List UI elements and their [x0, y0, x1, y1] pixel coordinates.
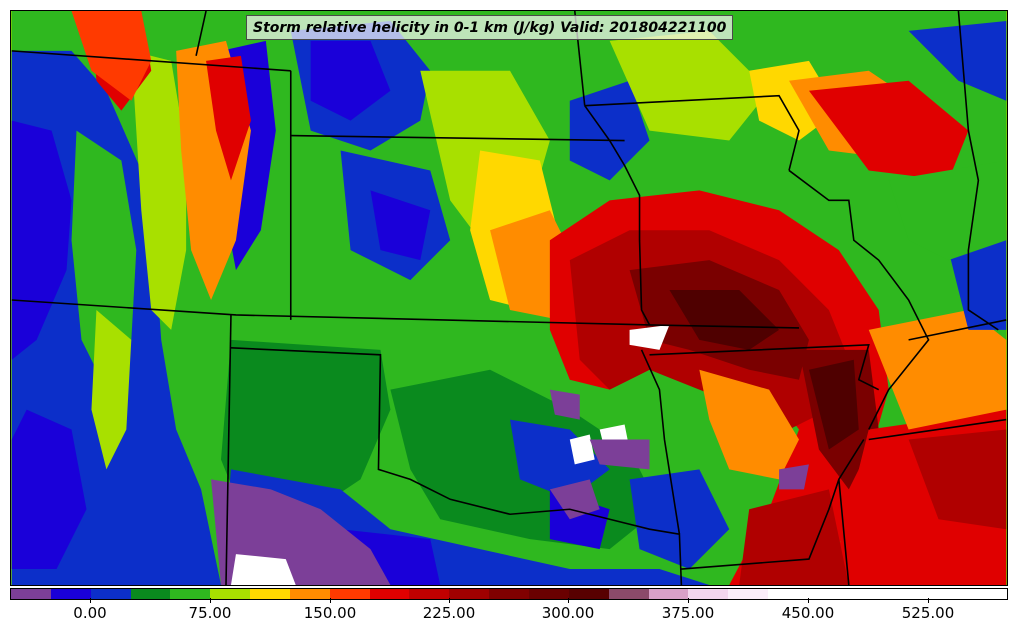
- south-deep-blue: [330, 489, 610, 585]
- boundary-line: [584, 105, 651, 326]
- west-deep-blue-patches: [11, 40, 276, 570]
- colorbar-swatch: [449, 589, 490, 599]
- colorbar-swatch: [847, 589, 888, 599]
- southwest-purple: [211, 479, 600, 585]
- boundary-line: [649, 343, 880, 391]
- colorbar-tick-label: 75.00: [188, 604, 232, 622]
- colorbar-swatch: [648, 589, 689, 599]
- boundary-line: [230, 347, 683, 585]
- colorbar-swatch: [409, 589, 450, 599]
- colorbar-tick-label: 450.00: [781, 604, 835, 622]
- colorbar-tick-label: 150.00: [303, 604, 357, 622]
- colorbar-swatch: [210, 589, 251, 599]
- boundary-line: [908, 319, 1007, 341]
- colorbar-tick-label: 0.00: [73, 604, 107, 622]
- colorbar-tick-mark: [928, 598, 929, 603]
- colorbar-tick-label: 225.00: [422, 604, 476, 622]
- colorbar-swatch: [369, 589, 410, 599]
- central-plains-deep-blue: [310, 40, 431, 261]
- colorbar-swatch: [967, 589, 1008, 599]
- boundary-line: [640, 349, 681, 535]
- colorbar-swatch: [170, 589, 211, 599]
- colorbar-tick-mark: [808, 598, 809, 603]
- southwest-dark-green: [221, 339, 391, 520]
- colorbar-swatch: [887, 589, 928, 599]
- oklahoma-purple-patches: [549, 389, 809, 490]
- colorbar-tick-mark: [449, 598, 450, 603]
- colorbar-swatch: [768, 589, 808, 599]
- colorbar-labels: 0.00 75.00 150.00 225.00 300.00 375.00 4…: [10, 604, 1008, 626]
- colorbar-swatch: [289, 589, 330, 599]
- colorbar-tick-mark: [568, 598, 569, 603]
- colorbar-swatch: [807, 589, 848, 599]
- colorbar-tick-mark: [688, 598, 689, 603]
- northeast-red: [808, 80, 969, 181]
- colorbar-swatch: [688, 589, 729, 599]
- colorbar-swatch: [50, 589, 91, 599]
- boundary-line: [838, 479, 850, 585]
- colorbar-tick-label: 300.00: [541, 604, 595, 622]
- colorbar: [10, 588, 1008, 600]
- colorbar-ticks: [10, 598, 1008, 604]
- colorbar-tick-mark: [90, 598, 91, 603]
- west-yellow-green-ribbon: [91, 50, 187, 470]
- colorbar-tick-mark: [330, 598, 331, 603]
- east-orange: [868, 309, 1007, 430]
- northwest-red-patch: [71, 11, 152, 101]
- colorbar-swatch: [489, 589, 529, 599]
- colorbar-swatch: [250, 589, 290, 599]
- south-orange-ribbon: [699, 369, 799, 480]
- core-deep-maroon-region: [669, 290, 859, 450]
- colorbar-tick-label: 375.00: [661, 604, 715, 622]
- west-green-ribbon: [71, 130, 137, 390]
- south-dark-red: [739, 429, 1007, 585]
- boundary-line: [868, 418, 1007, 441]
- boundary-line: [957, 11, 999, 331]
- colorbar-swatch: [608, 589, 649, 599]
- state-boundaries: [11, 11, 1007, 585]
- boundary-line: [11, 50, 291, 72]
- colorbar-tick-label: 525.00: [901, 604, 955, 622]
- colorbar-swatch: [528, 589, 569, 599]
- boundary-line: [195, 11, 207, 57]
- oklahoma-white-patches: [569, 324, 670, 465]
- helicity-field: [11, 11, 1007, 585]
- boundary-line: [788, 169, 930, 430]
- colorbar-swatch: [568, 589, 609, 599]
- colorbar-swatch: [90, 589, 131, 599]
- boundary-line: [225, 314, 232, 585]
- colorbar-swatch: [11, 589, 51, 599]
- boundary-line: [11, 299, 800, 329]
- map-title: Storm relative helicity in 0-1 km (J/kg)…: [246, 15, 734, 40]
- colorbar-swatch: [927, 589, 968, 599]
- northeast-blue: [908, 20, 1007, 330]
- boundary-line: [290, 134, 625, 142]
- boundary-line: [681, 439, 865, 570]
- colorbar-tick-mark: [210, 598, 211, 603]
- helicity-map: [10, 10, 1008, 586]
- colorbar-swatch: [728, 589, 769, 599]
- colorbar-swatch: [329, 589, 370, 599]
- colorbar-swatch: [130, 589, 171, 599]
- boundary-line: [584, 94, 800, 171]
- south-white-patch: [230, 554, 296, 585]
